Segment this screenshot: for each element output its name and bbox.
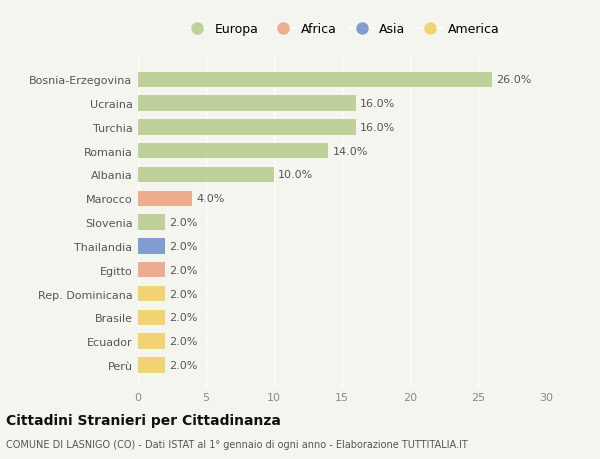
Bar [138, 239, 165, 254]
Bar [138, 263, 165, 278]
Bar [138, 358, 165, 373]
Bar [138, 310, 165, 325]
Text: 2.0%: 2.0% [169, 336, 197, 347]
Bar [138, 120, 356, 135]
Text: 16.0%: 16.0% [359, 99, 395, 109]
Text: 26.0%: 26.0% [496, 75, 531, 85]
Text: 2.0%: 2.0% [169, 360, 197, 370]
Bar [138, 286, 165, 302]
Text: 4.0%: 4.0% [196, 194, 225, 204]
Bar [138, 96, 356, 112]
Text: 2.0%: 2.0% [169, 241, 197, 252]
Legend: Europa, Africa, Asia, America: Europa, Africa, Asia, America [182, 21, 502, 39]
Text: 2.0%: 2.0% [169, 218, 197, 228]
Bar [138, 168, 274, 183]
Text: 16.0%: 16.0% [359, 123, 395, 133]
Bar [138, 334, 165, 349]
Bar [138, 144, 328, 159]
Text: 2.0%: 2.0% [169, 289, 197, 299]
Text: 2.0%: 2.0% [169, 313, 197, 323]
Bar [138, 191, 193, 207]
Text: 14.0%: 14.0% [332, 146, 368, 157]
Text: 10.0%: 10.0% [278, 170, 313, 180]
Text: Cittadini Stranieri per Cittadinanza: Cittadini Stranieri per Cittadinanza [6, 414, 281, 428]
Bar [138, 73, 491, 88]
Text: 2.0%: 2.0% [169, 265, 197, 275]
Bar [138, 215, 165, 230]
Text: COMUNE DI LASNIGO (CO) - Dati ISTAT al 1° gennaio di ogni anno - Elaborazione TU: COMUNE DI LASNIGO (CO) - Dati ISTAT al 1… [6, 440, 468, 449]
